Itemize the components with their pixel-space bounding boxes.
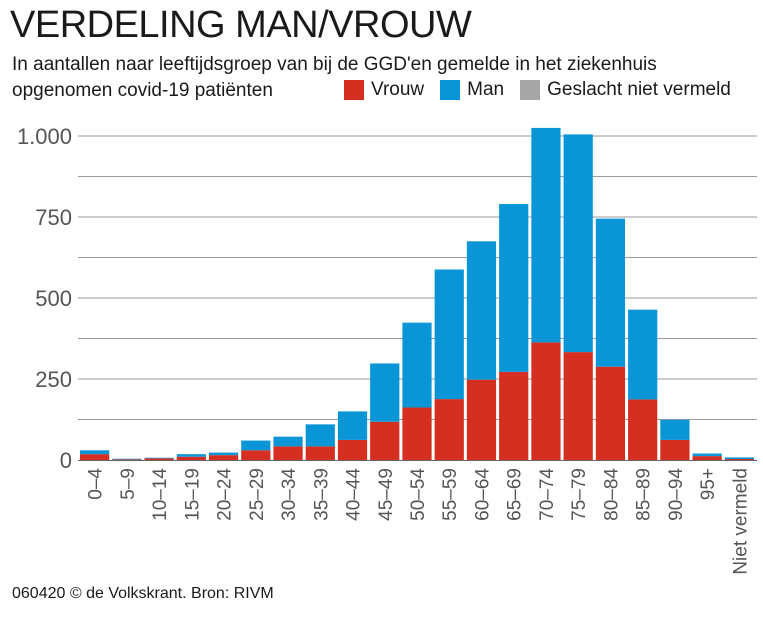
- x-tick-label: 75–79: [569, 468, 590, 521]
- x-tick-label: 20–24: [215, 468, 236, 521]
- bar-segment: [112, 458, 142, 460]
- bar-segment: [273, 436, 303, 447]
- x-tick-label: 65–69: [505, 468, 526, 521]
- bar-segment: [660, 419, 690, 440]
- bar-segment: [305, 446, 335, 460]
- chart-title: VERDELING MAN/VROUW: [10, 4, 472, 46]
- bar-segment: [499, 204, 529, 372]
- x-tick-label: 85–89: [634, 468, 655, 521]
- bar-segment: [176, 456, 206, 460]
- bar-segment: [241, 440, 271, 451]
- bar-segment: [466, 241, 497, 380]
- bar-segment: [144, 457, 174, 459]
- x-tick-label: 30–34: [279, 468, 300, 521]
- x-tick-label: 95+: [698, 468, 719, 500]
- bar-segment: [112, 459, 142, 460]
- legend-item-niet-vermeld: Geslacht niet vermeld: [520, 79, 731, 101]
- x-tick-label: 40–44: [344, 468, 365, 521]
- bar-segment: [595, 218, 626, 367]
- x-tick-label: 90–94: [666, 468, 687, 521]
- bar-segment: [402, 407, 432, 460]
- x-tick-label: 35–39: [311, 468, 332, 521]
- bar-segment: [724, 459, 754, 460]
- bar-segment: [660, 439, 690, 460]
- legend-swatch-vrouw: [344, 80, 364, 100]
- legend-swatch-man: [440, 80, 461, 100]
- bar-segment: [144, 458, 174, 460]
- x-tick-label: 55–59: [440, 468, 461, 521]
- x-tick-label: 80–84: [601, 468, 622, 521]
- bar-segment: [724, 457, 754, 460]
- bar-segment: [434, 269, 464, 400]
- legend-item-man: Man: [440, 79, 504, 101]
- bar-segment: [563, 134, 593, 353]
- bar-segment: [628, 399, 658, 460]
- x-tick-label: 50–54: [408, 468, 429, 521]
- y-tick-label: 250: [35, 367, 72, 392]
- bar-segment: [402, 322, 432, 408]
- bar-segment: [499, 371, 529, 460]
- x-tick-label: 15–19: [182, 468, 203, 521]
- bar-segment: [434, 399, 464, 460]
- bar-segment: [531, 127, 561, 343]
- bar-segment: [176, 454, 206, 457]
- bar-segment: [692, 453, 722, 457]
- bar-segment: [595, 366, 626, 460]
- chart-subtitle: In aantallen naar leeftijdsgroep van bij…: [12, 54, 657, 101]
- x-tick-label: Niet vermeld: [730, 468, 751, 575]
- legend: Vrouw Man Geslacht niet vermeld: [344, 79, 731, 101]
- bar-segment: [466, 379, 497, 460]
- x-tick-label: 0–4: [86, 468, 107, 500]
- x-tick-label: 60–64: [472, 468, 493, 521]
- x-tick-label: 25–29: [247, 468, 268, 521]
- bar-segment: [531, 342, 561, 460]
- legend-label-man: Man: [467, 79, 505, 100]
- x-tick-label: 10–14: [150, 468, 171, 521]
- x-tick-label: 45–49: [376, 468, 397, 521]
- x-tick-label: 5–9: [118, 468, 139, 500]
- y-tick-label: 1.000: [17, 124, 72, 149]
- bar-segment: [80, 450, 110, 455]
- legend-label-vrouw: Vrouw: [371, 79, 425, 100]
- legend-swatch-niet-vermeld: [520, 80, 541, 100]
- bar-segment: [273, 446, 303, 460]
- legend-label-niet-vermeld: Geslacht niet vermeld: [547, 79, 731, 100]
- bar-segment: [563, 352, 593, 460]
- bar-segment: [370, 421, 400, 460]
- y-tick-label: 500: [35, 286, 72, 311]
- bar-segment: [337, 439, 368, 460]
- x-tick-label: 70–74: [537, 468, 558, 521]
- bar-segment: [692, 456, 722, 460]
- source-credit: 060420 © de Volkskrant. Bron: RIVM: [12, 585, 274, 602]
- y-tick-label: 750: [35, 205, 72, 230]
- bar-segment: [628, 309, 658, 400]
- bar-segment: [241, 450, 271, 460]
- bar-segment: [337, 411, 368, 440]
- bar-segment: [370, 363, 400, 422]
- y-tick-label: 0: [60, 448, 72, 473]
- bar-segment: [208, 455, 239, 460]
- bar-segment: [80, 454, 110, 460]
- bar-segment: [208, 452, 239, 456]
- bar-segment: [305, 424, 335, 447]
- legend-item-vrouw: Vrouw: [344, 79, 424, 101]
